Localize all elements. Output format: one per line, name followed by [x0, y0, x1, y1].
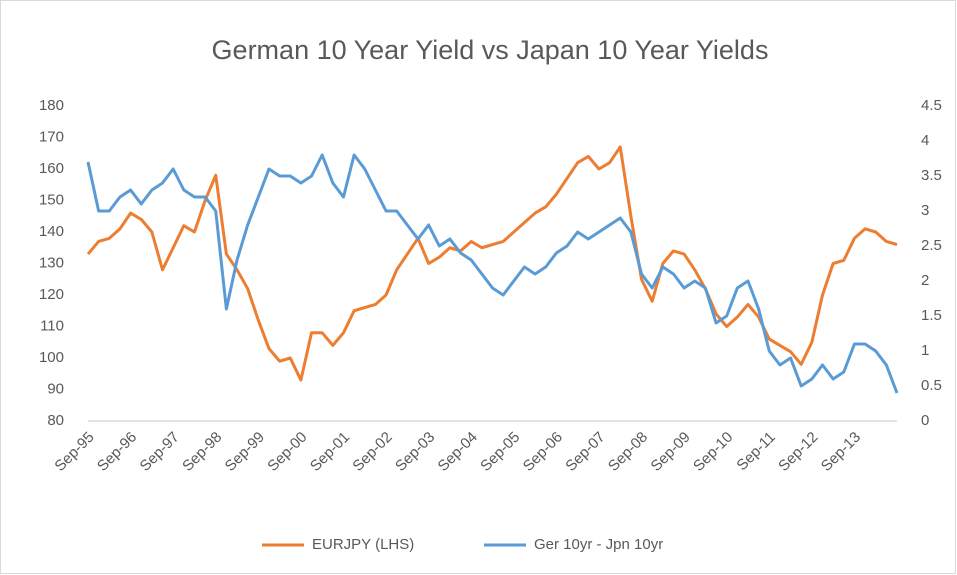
chart-title: German 10 Year Yield vs Japan 10 Year Yi…	[212, 35, 769, 65]
y-tick-label: 160	[39, 160, 64, 177]
y-tick-label: 180	[39, 97, 64, 114]
legend-label: EURJPY (LHS)	[312, 536, 414, 553]
y2-tick-label: 0.5	[921, 377, 942, 394]
y-tick-label: 170	[39, 128, 64, 145]
y-tick-label: 80	[47, 412, 64, 429]
y2-tick-label: 0	[921, 412, 929, 429]
legend-label: Ger 10yr - Jpn 10yr	[534, 536, 663, 553]
y-tick-label: 100	[39, 349, 64, 366]
y2-tick-label: 2	[921, 272, 929, 289]
y-tick-label: 110	[40, 317, 64, 334]
y-tick-label: 130	[39, 254, 64, 271]
y2-tick-label: 4	[921, 132, 929, 149]
y2-tick-label: 4.5	[921, 97, 942, 114]
y-tick-label: 150	[39, 191, 64, 208]
y2-tick-label: 1	[921, 342, 929, 359]
y2-tick-label: 1.5	[921, 307, 942, 324]
y-tick-label: 120	[39, 286, 64, 303]
y-tick-label: 90	[47, 380, 64, 397]
series-line	[86, 153, 899, 394]
y-tick-label: 140	[39, 223, 64, 240]
y2-tick-label: 2.5	[921, 237, 942, 254]
y2-tick-label: 3.5	[921, 167, 942, 184]
y2-tick-label: 3	[921, 202, 929, 219]
